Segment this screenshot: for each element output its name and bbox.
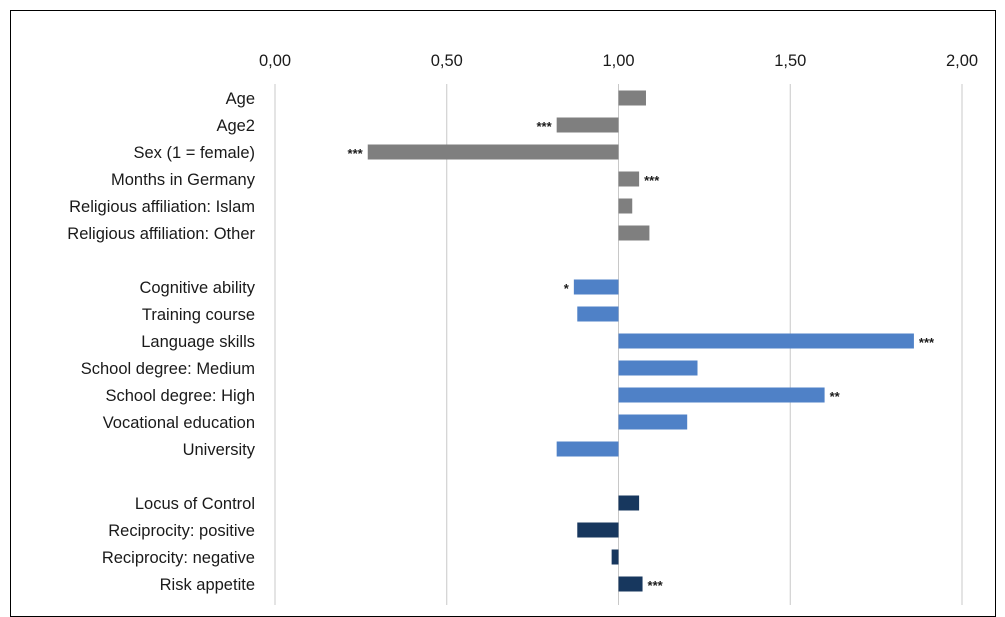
significance-label: *	[564, 281, 570, 296]
bar	[618, 90, 646, 106]
significance-label: ***	[648, 578, 664, 593]
x-tick-label: 2,00	[946, 52, 978, 70]
category-label: Months in Germany	[111, 171, 256, 189]
category-label: Training course	[142, 306, 255, 324]
significance-label: **	[830, 389, 841, 404]
category-label: Religious affiliation: Islam	[69, 198, 255, 216]
category-label: Risk appetite	[160, 576, 255, 594]
significance-label: ***	[348, 146, 364, 161]
bar	[618, 333, 914, 349]
x-tick-label: 1,50	[774, 52, 806, 70]
chart-frame	[10, 10, 996, 617]
category-label: Age2	[216, 117, 255, 135]
bar	[611, 549, 619, 565]
bar	[618, 171, 640, 187]
category-labels: Age Age2 Sex (1 = female) Months in Germany…	[67, 90, 255, 594]
gridlines	[274, 84, 963, 605]
bar	[556, 117, 619, 133]
category-label: Sex (1 = female)	[133, 144, 255, 162]
bar	[618, 495, 640, 511]
category-label: School degree: High	[105, 387, 255, 405]
bar	[618, 414, 688, 430]
category-label: Vocational education	[103, 414, 255, 432]
bar	[556, 441, 619, 457]
category-label: Language skills	[141, 333, 255, 351]
category-label: Locus of Control	[135, 495, 255, 513]
category-label: Reciprocity: positive	[108, 522, 255, 540]
category-label: University	[183, 441, 256, 459]
category-label: Religious affiliation: Other	[67, 225, 255, 243]
bar	[577, 306, 619, 322]
bar	[367, 144, 619, 160]
significance-label: ***	[919, 335, 935, 350]
category-label: Cognitive ability	[139, 279, 255, 297]
x-tick-label: 0,50	[431, 52, 463, 70]
x-axis-ticks: 0,00 0,50 1,00 1,50 2,00	[259, 52, 978, 70]
significance-label: ***	[644, 173, 660, 188]
significance-label: ***	[536, 119, 552, 134]
bar	[618, 198, 633, 214]
bar	[577, 522, 619, 538]
bar	[573, 279, 619, 295]
category-label: School degree: Medium	[81, 360, 255, 378]
category-label: Reciprocity: negative	[102, 549, 255, 567]
x-tick-label: 0,00	[259, 52, 291, 70]
bar	[618, 576, 643, 592]
bar	[618, 360, 698, 376]
bar	[618, 225, 650, 241]
significance-labels: ******************	[348, 119, 935, 593]
category-label: Age	[226, 90, 255, 108]
bar	[618, 387, 825, 403]
bars	[367, 90, 914, 592]
x-tick-label: 1,00	[602, 52, 634, 70]
